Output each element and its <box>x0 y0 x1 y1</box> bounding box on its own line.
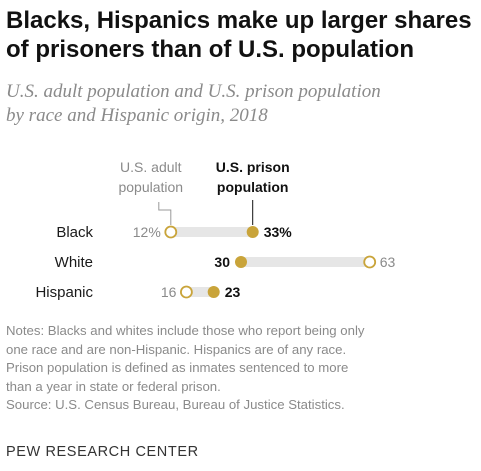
prison-dot-white <box>235 256 247 268</box>
dot-chart: U.S. adult population U.S. prison popula… <box>35 159 395 301</box>
chart-title-line-1: Blacks, Hispanics make up larger shares <box>6 7 472 34</box>
legend-prison-label-line-2: population <box>217 179 289 195</box>
chart-title: Blacks, Hispanics make up larger shares … <box>6 6 476 64</box>
chart-subtitle-line-2: by race and Hispanic origin, 2018 <box>6 105 268 126</box>
legend-prison-label-line-1: U.S. prison <box>216 159 290 175</box>
chart-subtitle-line-1: U.S. adult population and U.S. prison po… <box>6 81 381 102</box>
notes-line-1: Notes: Blacks and whites include those w… <box>6 323 365 338</box>
notes-line-2: one race and are non-Hispanic. Hispanics… <box>6 341 347 357</box>
category-label-black: Black <box>56 224 93 241</box>
notes-line-4: than a year in state or federal prison. <box>6 378 221 394</box>
footer-credit: PEW RESEARCH CENTER <box>6 444 199 460</box>
chart-subtitle: U.S. adult population and U.S. prison po… <box>6 80 476 128</box>
prison-value-label-hispanic: 23 <box>225 284 241 300</box>
source-line: Source: U.S. Census Bureau, Bureau of Ju… <box>6 397 345 412</box>
prison-value-label-white: 30 <box>214 254 230 270</box>
population-dot-hispanic <box>179 285 193 299</box>
chart-title-line-2: of prisoners than of U.S. population <box>6 36 414 63</box>
category-label-white: White <box>55 254 93 271</box>
prison-value-label-black: 33% <box>264 224 293 240</box>
chart-rows: Black 12% 33% White 63 30 Hispanic 16 23 <box>35 224 395 301</box>
category-label-hispanic: Hispanic <box>35 284 93 301</box>
chart-legend: U.S. adult population U.S. prison popula… <box>118 159 290 225</box>
prison-dot-hispanic <box>207 286 220 298</box>
population-value-label-black: 12% <box>133 224 161 240</box>
notes-line-3: Prison population is defined as inmates … <box>6 360 349 375</box>
population-value-label-white: 63 <box>380 254 396 270</box>
population-dot-white <box>363 255 377 269</box>
legend-population-leader-line <box>158 202 172 225</box>
population-value-label-hispanic: 16 <box>161 284 177 300</box>
legend-population-label-line-2: population <box>118 179 183 195</box>
population-dot-black <box>164 225 178 239</box>
prison-dot-black <box>246 226 259 238</box>
legend-population-label-line-1: U.S. adult <box>120 159 182 175</box>
chart-notes: Notes: Blacks and whites include those w… <box>6 322 476 415</box>
